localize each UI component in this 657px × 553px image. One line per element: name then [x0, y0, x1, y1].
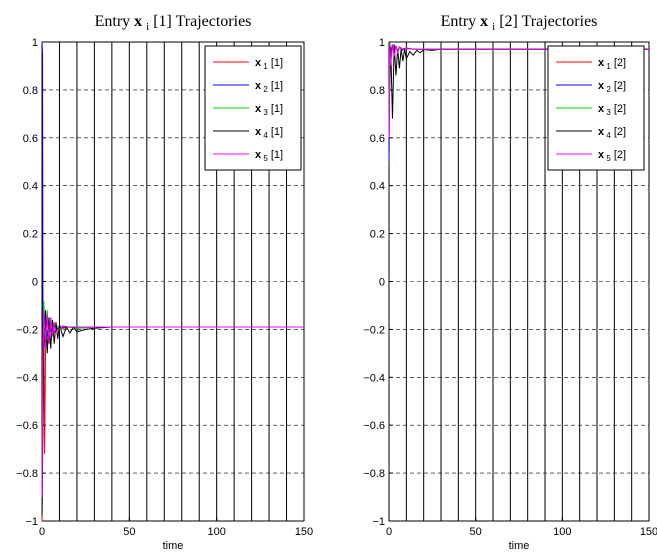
legend-subscript: 4 [604, 131, 611, 140]
series-line-1 [41, 314, 304, 522]
legend-subscript: 2 [261, 85, 268, 94]
title-subscript: i [492, 21, 495, 33]
series-line-4 [41, 310, 304, 517]
y-tick-label: 1 [32, 37, 38, 49]
y-tick-label: −0.2 [363, 324, 385, 336]
legend-subscript: 1 [604, 62, 611, 71]
legend-bold: x [598, 80, 605, 92]
y-tick-label: 1 [379, 37, 385, 49]
legend-label: x 1 [2] [598, 57, 626, 71]
series-line-3 [41, 300, 304, 510]
legend-subscript: 4 [261, 131, 268, 140]
y-tick-label: 0.2 [370, 229, 385, 241]
y-tick-label: −1 [25, 516, 38, 528]
legend-bold: x [255, 126, 262, 138]
x-tick-label: 0 [39, 526, 45, 538]
legend-suffix: [2] [611, 149, 626, 161]
x-tick-label: 150 [295, 526, 313, 538]
chart-title: Entry x i [1] Trajectories [95, 13, 252, 33]
y-tick-label: 0 [32, 277, 38, 289]
legend-bold: x [598, 103, 605, 115]
title-prefix: Entry [441, 13, 481, 30]
legend-suffix: [1] [268, 57, 283, 69]
legend-label: x 2 [1] [255, 80, 283, 94]
legend-subscript: 5 [604, 154, 611, 163]
y-tick-label: 0.6 [370, 133, 385, 145]
y-tick-label: −0.2 [16, 324, 38, 336]
y-tick-label: 0.2 [23, 229, 38, 241]
legend-label: x 3 [2] [598, 103, 626, 117]
legend-suffix: [1] [268, 149, 283, 161]
title-suffix: [2] Trajectories [495, 13, 597, 30]
title-suffix: [1] Trajectories [149, 13, 251, 30]
series-line-5 [388, 44, 649, 138]
y-tick-label: −0.6 [363, 420, 385, 432]
legend-label: x 1 [1] [255, 57, 283, 71]
chart-panel-1: Entry x i [1] Trajectories −1 −0.8 −0.6 −0.4… [16, 13, 313, 552]
legend-bold: x [255, 80, 262, 92]
legend-bold: x [255, 57, 262, 69]
legend-suffix: [2] [611, 126, 626, 138]
title-bold: x [480, 13, 488, 30]
x-axis-label: time [163, 540, 184, 552]
x-tick-label: 150 [640, 526, 657, 538]
legend-label: x 3 [1] [255, 103, 283, 117]
legend-suffix: [2] [611, 80, 626, 92]
series-line-5 [41, 310, 304, 498]
chart-panel-2: Entry x i [2] Trajectories −1 −0.8 −0.6 −0.4… [363, 13, 657, 552]
x-tick-label: 50 [470, 526, 482, 538]
title-subscript: i [146, 21, 149, 33]
legend-bold: x [598, 57, 605, 69]
legend-label: x 2 [2] [598, 80, 626, 94]
title-prefix: Entry [95, 13, 135, 30]
y-tick-label: 0.8 [23, 85, 38, 97]
y-tick-label: 0.6 [23, 133, 38, 145]
legend-label: x 4 [2] [598, 126, 626, 140]
y-tick-label: −1 [372, 516, 385, 528]
y-tick-label: 0.4 [370, 181, 385, 193]
legend-suffix: [2] [611, 57, 626, 69]
legend-subscript: 3 [261, 108, 268, 117]
x-tick-label: 50 [123, 526, 135, 538]
legend-label: x 4 [1] [255, 126, 283, 140]
legend-suffix: [2] [611, 103, 626, 115]
legend-subscript: 2 [604, 85, 611, 94]
legend-suffix: [1] [268, 80, 283, 92]
legend-subscript: 3 [604, 108, 611, 117]
x-axis-label: time [509, 540, 530, 552]
y-tick-label: −0.4 [363, 372, 385, 384]
y-tick-label: −0.8 [363, 468, 385, 480]
y-tick-label: 0.4 [23, 181, 38, 193]
x-tick-label: 100 [553, 526, 571, 538]
x-tick-label: 0 [386, 526, 392, 538]
legend-subscript: 1 [261, 62, 268, 71]
legend-suffix: [1] [268, 126, 283, 138]
chart-title: Entry x i [2] Trajectories [441, 13, 598, 33]
legend-bold: x [598, 126, 605, 138]
x-tick-label: 100 [207, 526, 225, 538]
title-bold: x [134, 13, 142, 30]
legend-label: x 5 [1] [255, 149, 283, 163]
y-tick-label: −0.6 [16, 420, 38, 432]
legend-subscript: 5 [261, 154, 268, 163]
legend-bold: x [598, 149, 605, 161]
legend-suffix: [1] [268, 103, 283, 115]
y-tick-label: −0.8 [16, 468, 38, 480]
legend-bold: x [255, 149, 262, 161]
y-tick-label: 0.8 [370, 85, 385, 97]
legend-bold: x [255, 103, 262, 115]
y-tick-label: −0.4 [16, 372, 38, 384]
legend-label: x 5 [2] [598, 149, 626, 163]
y-tick-label: 0 [379, 277, 385, 289]
